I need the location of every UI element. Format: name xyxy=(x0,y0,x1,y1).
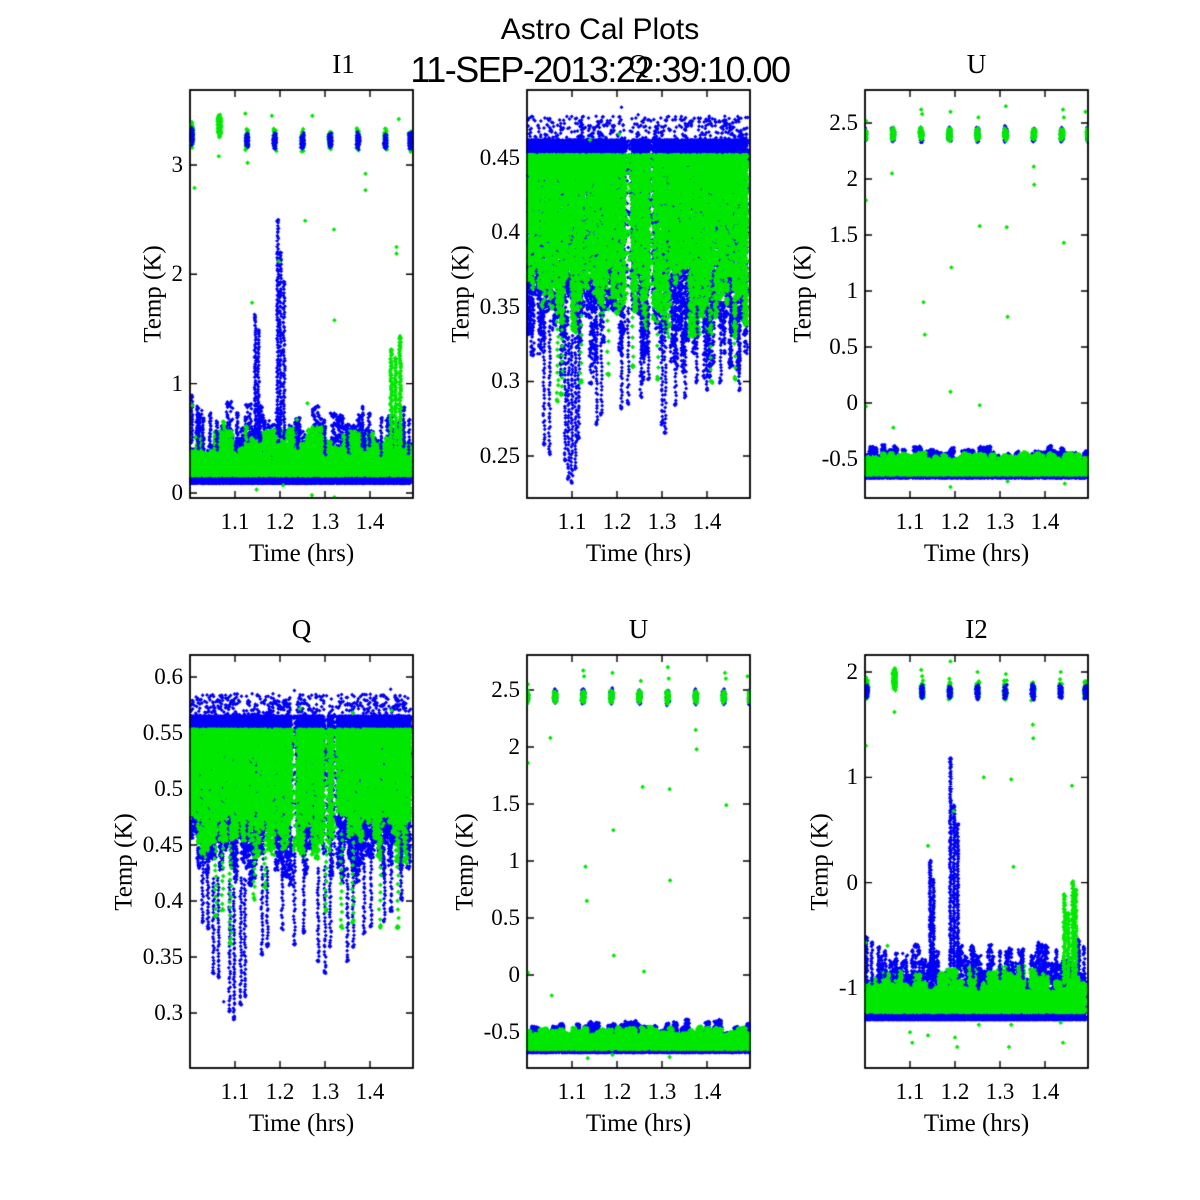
y-tick-label: 0 xyxy=(171,479,184,505)
subplot-title: Q xyxy=(628,49,649,79)
y-tick-label: 0.45 xyxy=(142,831,183,857)
y-tick-label: 2 xyxy=(846,659,859,684)
x-axis-label: Time (hrs) xyxy=(923,1110,1030,1137)
y-tick-label: 2 xyxy=(171,261,184,287)
x-tick-label: 1.1 xyxy=(895,1079,925,1104)
y-tick-label: 1 xyxy=(508,847,521,873)
y-tick-label: -1 xyxy=(838,974,858,1000)
x-axis-label: Time (hrs) xyxy=(585,1110,692,1137)
y-tick-label: 0 xyxy=(846,869,859,895)
y-tick-label: 0.5 xyxy=(491,904,520,930)
y-tick-label: 0.3 xyxy=(154,1000,183,1025)
y-tick-label: 3 xyxy=(171,151,184,177)
x-axis-label: Time (hrs) xyxy=(585,540,692,567)
x-tick-label: 1.4 xyxy=(692,1079,722,1104)
y-tick-label: 0.3 xyxy=(491,368,520,394)
y-tick-label: 0.55 xyxy=(142,719,183,745)
x-tick-label: 1.4 xyxy=(692,509,722,534)
y-tick-label: -0.5 xyxy=(821,446,858,472)
x-tick-label: 1.2 xyxy=(265,509,295,534)
y-tick-label: 0.6 xyxy=(154,663,183,689)
x-tick-label: 1.4 xyxy=(355,1079,385,1104)
x-tick-label: 1.4 xyxy=(1030,509,1060,534)
x-tick-label: 1.3 xyxy=(985,1079,1015,1104)
y-tick-label: 0.35 xyxy=(479,293,520,319)
x-tick-label: 1.1 xyxy=(895,509,925,534)
x-tick-label: 1.2 xyxy=(602,1079,632,1104)
x-tick-label: 1.2 xyxy=(265,1079,295,1104)
x-tick-label: 1.3 xyxy=(310,1079,340,1104)
y-axis-label: Temp (K) xyxy=(138,245,166,343)
x-tick-label: 1.3 xyxy=(985,509,1015,534)
y-tick-label: 1 xyxy=(171,370,184,396)
y-tick-label: 0 xyxy=(508,961,521,987)
x-tick-label: 1.2 xyxy=(602,509,632,534)
x-tick-label: 1.1 xyxy=(220,1079,250,1104)
x-tick-label: 1.4 xyxy=(355,509,385,534)
x-axis-label: Time (hrs) xyxy=(923,540,1030,567)
x-tick-label: 1.1 xyxy=(557,509,587,534)
x-tick-label: 1.1 xyxy=(220,509,250,534)
x-axis-label: Time (hrs) xyxy=(248,1110,355,1137)
y-tick-label: 0.35 xyxy=(142,943,183,969)
y-tick-label: 0.5 xyxy=(829,334,858,360)
figure-title: Astro Cal Plots xyxy=(500,13,700,46)
x-axis-label: Time (hrs) xyxy=(248,540,355,567)
x-tick-label: 1.2 xyxy=(940,509,970,534)
subplot-title: I2 xyxy=(965,614,988,644)
subplot-title: I1 xyxy=(332,49,355,79)
subplot-title: Q xyxy=(291,614,312,644)
x-tick-label: 1.2 xyxy=(940,1079,970,1104)
figure-date: 11-SEP-2013:22:39:10.00 xyxy=(410,49,791,90)
x-tick-label: 1.3 xyxy=(310,509,340,534)
y-axis-label: Temp (K) xyxy=(447,245,474,343)
y-tick-label: 2.5 xyxy=(829,110,858,136)
subplot-title: U xyxy=(628,614,649,644)
y-tick-label: 1 xyxy=(846,278,859,304)
y-tick-label: -0.5 xyxy=(483,1018,520,1044)
y-tick-label: 0 xyxy=(846,390,859,416)
y-axis-label: Temp (K) xyxy=(806,812,834,911)
x-tick-label: 1.1 xyxy=(557,1079,587,1104)
x-tick-label: 1.3 xyxy=(647,509,677,534)
y-axis-label: Temp (K) xyxy=(450,812,478,911)
y-tick-label: 2 xyxy=(846,166,859,192)
y-tick-label: 0.5 xyxy=(154,775,183,801)
y-tick-label: 0.45 xyxy=(479,144,520,170)
y-tick-label: 1.5 xyxy=(491,790,520,816)
x-tick-label: 1.3 xyxy=(647,1079,677,1104)
y-tick-label: 0.25 xyxy=(479,442,520,468)
y-tick-label: 1 xyxy=(846,764,859,790)
y-axis-label: Temp (K) xyxy=(788,245,816,343)
y-tick-label: 0.4 xyxy=(154,887,183,913)
subplot-title: U xyxy=(966,49,987,79)
y-tick-label: 2.5 xyxy=(491,676,520,702)
y-tick-label: 1.5 xyxy=(829,222,858,248)
y-axis-label: Temp (K) xyxy=(110,812,137,911)
y-tick-label: 2 xyxy=(508,733,521,759)
x-tick-label: 1.4 xyxy=(1030,1079,1060,1104)
y-tick-label: 0.4 xyxy=(491,219,520,245)
